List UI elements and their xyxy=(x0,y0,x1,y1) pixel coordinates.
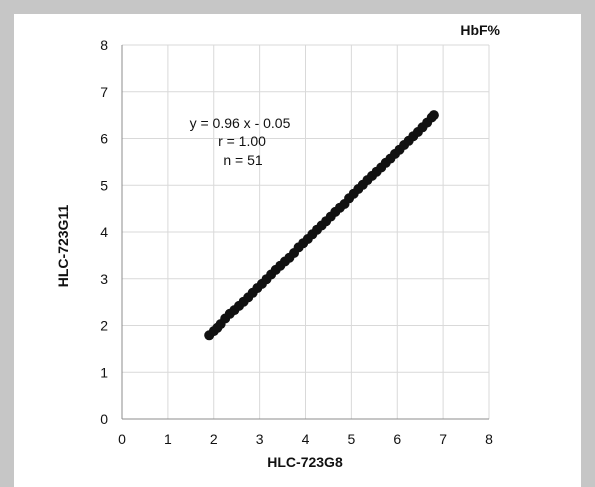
y-tick-label: 4 xyxy=(100,224,108,240)
x-tick-label: 7 xyxy=(439,431,447,447)
x-tick-label: 6 xyxy=(393,431,401,447)
data-point xyxy=(428,110,439,121)
chart-title: HbF% xyxy=(460,22,500,38)
y-tick-label: 1 xyxy=(100,364,108,380)
x-tick-label: 2 xyxy=(210,431,218,447)
data-points xyxy=(204,110,439,341)
x-tick-label: 8 xyxy=(485,431,493,447)
x-tick-label: 3 xyxy=(256,431,264,447)
chart-panel: 0 1 2 3 4 5 6 7 8 0 1 2 3 4 5 6 7 8 HbF% HLC-723G8 HLC-7… xyxy=(14,14,581,487)
y-tick-label: 3 xyxy=(100,271,108,287)
y-tick-label: 2 xyxy=(100,318,108,334)
y-tick-label: 8 xyxy=(100,37,108,53)
x-tick-label: 1 xyxy=(164,431,172,447)
axes xyxy=(121,45,489,420)
y-axis-title: HLC-723G11 xyxy=(55,205,71,288)
regression-equation: y = 0.96 x - 0.05 xyxy=(190,115,291,131)
x-tick-label: 5 xyxy=(347,431,355,447)
x-axis-title: HLC-723G8 xyxy=(267,454,343,470)
scatter-chart: 0 1 2 3 4 5 6 7 8 0 1 2 3 4 5 6 7 8 HbF% HLC-723G8 HLC-7… xyxy=(55,22,501,470)
y-tick-label: 5 xyxy=(100,177,108,193)
y-tick-label: 7 xyxy=(100,84,108,100)
x-tick-label: 4 xyxy=(302,431,310,447)
x-tick-label: 0 xyxy=(118,431,126,447)
x-axis-ticks: 0 1 2 3 4 5 6 7 8 xyxy=(118,431,493,447)
sample-count: n = 51 xyxy=(223,152,263,168)
y-tick-label: 6 xyxy=(100,131,108,147)
y-tick-label: 0 xyxy=(100,411,108,427)
correlation-coefficient: r = 1.00 xyxy=(218,133,266,149)
grid-lines xyxy=(121,44,490,420)
y-axis-ticks: 0 1 2 3 4 5 6 7 8 xyxy=(100,37,108,427)
